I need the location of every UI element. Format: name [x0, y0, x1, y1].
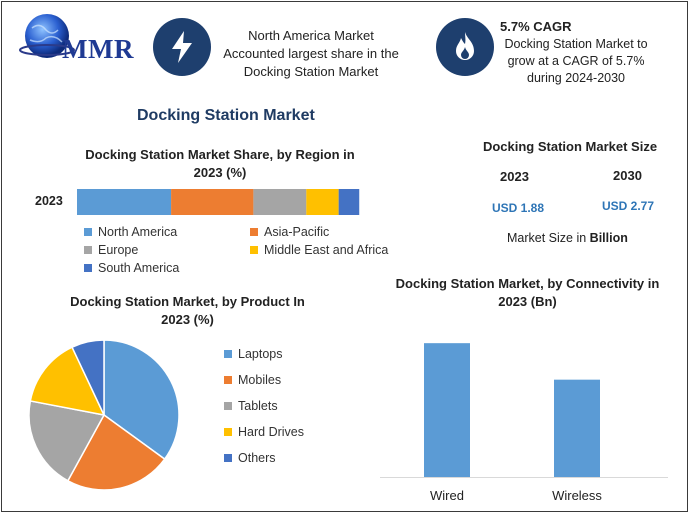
info1-line2: Accounted largest share in the	[223, 46, 399, 61]
product-chart-title: Docking Station Market, by Product In 20…	[70, 294, 305, 327]
legend-label: Asia-Pacific	[264, 225, 330, 239]
product-pie-chart	[28, 339, 180, 491]
legend-swatch	[250, 228, 258, 236]
pie-slice-mobiles	[66, 413, 166, 491]
legend-label: Mobiles	[238, 373, 282, 387]
bar-wireless	[554, 379, 600, 477]
legend-swatch	[224, 376, 232, 384]
size-note-prefix: Market Size in	[507, 231, 590, 245]
region-legend-south-america: South America	[84, 261, 179, 275]
legend-swatch	[84, 228, 92, 236]
region-legend-north-america: North America	[84, 225, 177, 239]
product-legend: Laptops Mobiles Tablets Hard Drives Others	[224, 347, 344, 472]
flame-icon	[436, 18, 494, 76]
pie-slice-hard-drives	[29, 346, 106, 417]
info2-line1: Docking Station Market to	[504, 37, 648, 51]
legend-swatch	[224, 350, 232, 358]
size-note-unit: Billion	[589, 231, 628, 245]
region-legend: North America Asia-Pacific Europe Middle Ea…	[84, 225, 404, 279]
pie-slice-laptops	[103, 339, 180, 461]
pie-slice-others	[71, 339, 105, 416]
legend-label: North America	[98, 225, 178, 239]
legend-swatch	[224, 402, 232, 410]
region-legend-middle-east-and-africa: Middle East and Africa	[250, 243, 388, 257]
size-value-2030: USD 2.77	[602, 199, 655, 213]
region-chart-title: Docking Station Market Share, by Region …	[85, 147, 355, 180]
legend-swatch	[250, 246, 258, 254]
info-cagr: Docking Station Market to grow at a CAGR…	[496, 36, 656, 87]
size-value-2023: USD 1.88	[492, 201, 545, 215]
legend-swatch	[224, 454, 232, 462]
connectivity-chart-title: Docking Station Market, by Connectivity …	[395, 276, 660, 309]
region-segment-asia-pacific	[171, 189, 254, 215]
region-segment-europe	[253, 189, 307, 215]
region-segment-middle-east-and-africa	[306, 189, 339, 215]
info1-line3: Docking Station Market	[243, 64, 379, 79]
pie-slice-tablets	[28, 400, 106, 482]
size-title: Docking Station Market Size	[482, 139, 658, 154]
bar-wired	[424, 343, 470, 477]
connectivity-bar-chart: Wired Wireless	[380, 343, 668, 503]
info2-line3: during 2024-2030	[527, 71, 625, 85]
tick-label-wired: Wired	[430, 488, 464, 503]
product-legend-others: Others	[224, 451, 276, 465]
product-legend-tablets: Tablets	[224, 399, 278, 413]
legend-label: Europe	[98, 243, 139, 257]
size-note: Market Size in Billion	[507, 231, 628, 245]
info2-line2: grow at a CAGR of 5.7%	[507, 54, 645, 68]
legend-label: Laptops	[238, 347, 283, 361]
legend-label: South America	[98, 261, 180, 275]
region-segment-south-america	[338, 189, 360, 215]
region-legend-europe: Europe	[84, 243, 138, 257]
product-legend-laptops: Laptops	[224, 347, 282, 361]
legend-swatch	[224, 428, 232, 436]
size-year-2023: 2023	[500, 169, 529, 184]
main-title: Docking Station Market	[137, 107, 315, 124]
legend-label: Others	[238, 451, 276, 465]
region-segment-north-america	[77, 189, 172, 215]
legend-label: Tablets	[238, 399, 278, 413]
legend-label: Middle East and Africa	[264, 243, 389, 257]
logo-text: MMR	[62, 34, 134, 64]
region-year-label: 2023	[35, 194, 63, 208]
legend-swatch	[84, 264, 92, 272]
size-year-2030: 2030	[613, 168, 642, 183]
region-stacked-bar	[77, 189, 360, 215]
region-legend-asia-pacific: Asia-Pacific	[250, 225, 329, 239]
product-legend-mobiles: Mobiles	[224, 373, 281, 387]
globe-icon	[19, 14, 75, 58]
info2-title: 5.7% CAGR	[500, 19, 572, 34]
tick-label-wireless: Wireless	[552, 488, 602, 503]
info1-line1: North America Market	[248, 28, 374, 43]
legend-swatch	[84, 246, 92, 254]
product-legend-hard-drives: Hard Drives	[224, 425, 304, 439]
legend-label: Hard Drives	[238, 425, 304, 439]
lightning-icon	[153, 18, 211, 76]
info-north-america: North America Market Accounted largest s…	[215, 27, 407, 81]
